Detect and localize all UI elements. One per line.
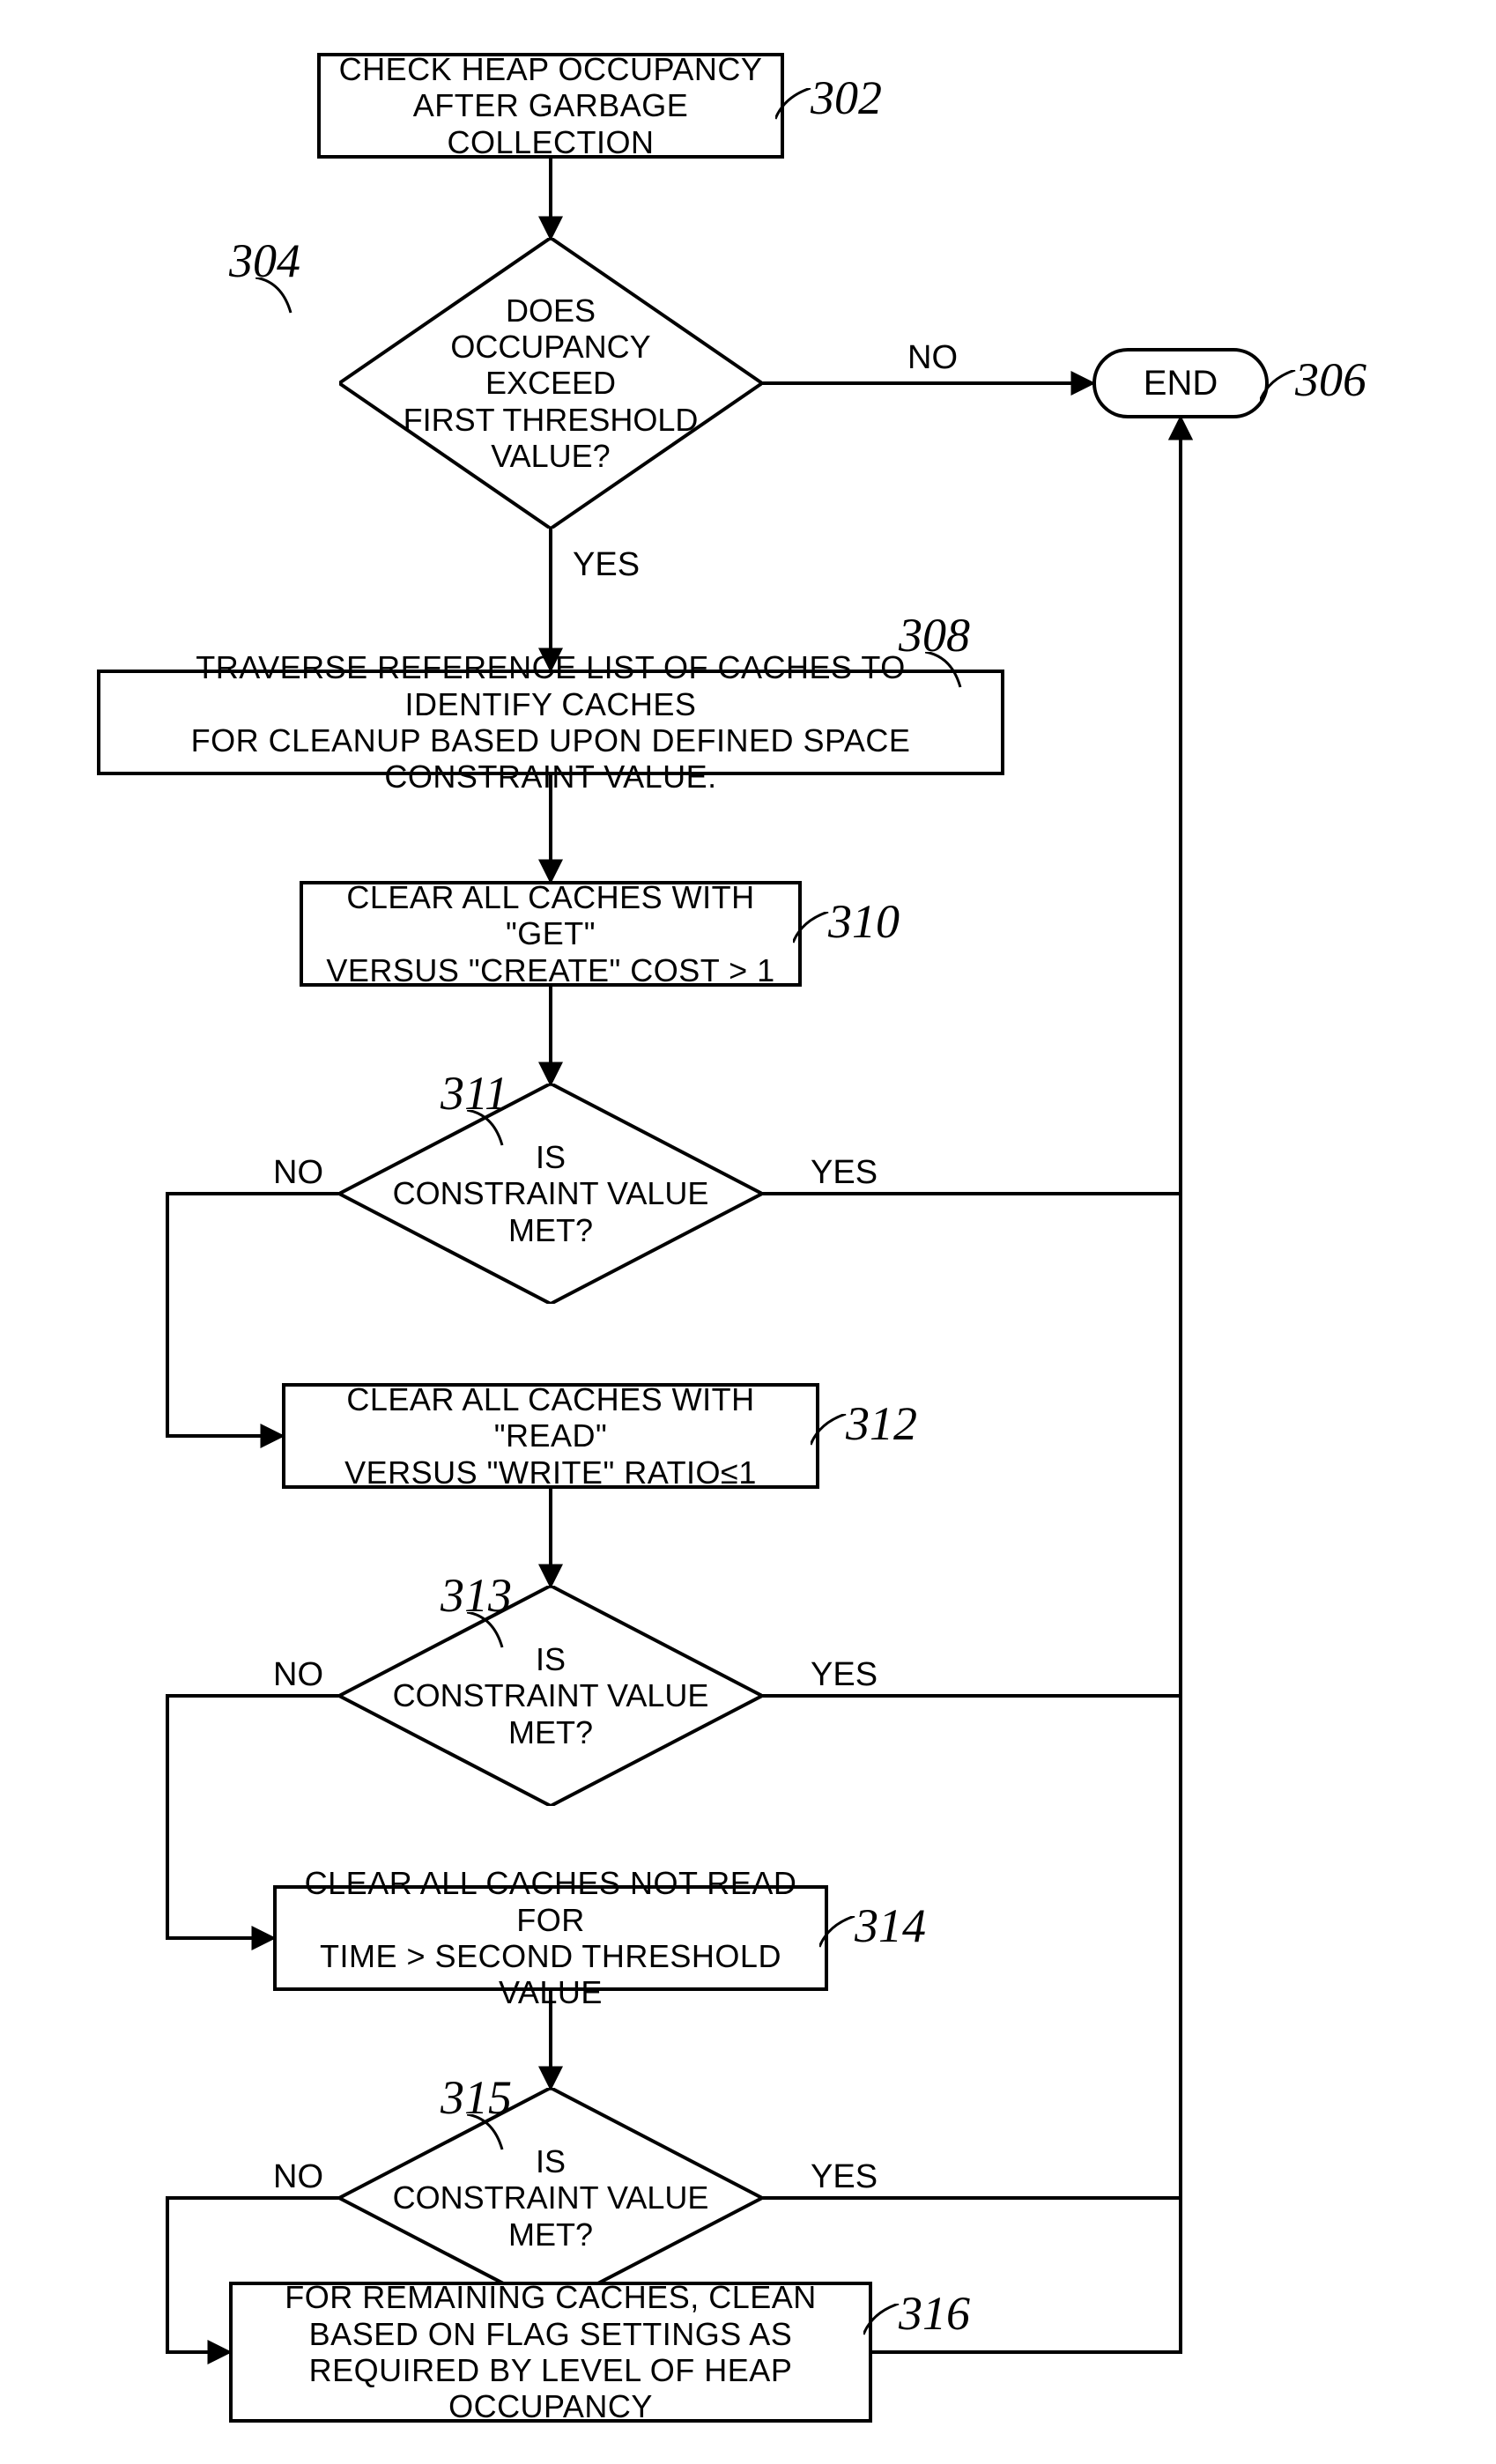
flowchart-decision: ISCONSTRAINT VALUEMET?	[339, 2088, 762, 2308]
flowchart-process: CHECK HEAP OCCUPANCYAFTER GARBAGE COLLEC…	[317, 53, 784, 159]
edge-label: NO	[273, 1154, 323, 1192]
edge-label: YES	[811, 1154, 878, 1192]
flowchart-process: TRAVERSE REFERENCE LIST OF CACHES TO IDE…	[97, 670, 1004, 775]
flowchart-process: FOR REMAINING CACHES, CLEANBASED ON FLAG…	[229, 2282, 872, 2423]
edge-label: NO	[907, 339, 958, 377]
edge-label: NO	[273, 1656, 323, 1694]
edge-label: YES	[811, 2158, 878, 2196]
edge-label: YES	[811, 1656, 878, 1694]
flowchart-process: CLEAR ALL CACHES NOT READ FORTIME > SECO…	[273, 1885, 828, 1991]
edge-label: YES	[573, 546, 640, 584]
flowchart-decision: ISCONSTRAINT VALUEMET?	[339, 1084, 762, 1304]
edge-label: NO	[273, 2158, 323, 2196]
flowchart-process: CLEAR ALL CACHES WITH "GET"VERSUS "CREAT…	[300, 881, 802, 987]
flowchart-decision: ISCONSTRAINT VALUEMET?	[339, 1586, 762, 1806]
flowchart-process: CLEAR ALL CACHES WITH "READ"VERSUS "WRIT…	[282, 1383, 819, 1489]
flowchart-decision: DOESOCCUPANCY EXCEEDFIRST THRESHOLDVALUE…	[339, 238, 762, 529]
flowchart-terminator: END	[1092, 348, 1269, 418]
